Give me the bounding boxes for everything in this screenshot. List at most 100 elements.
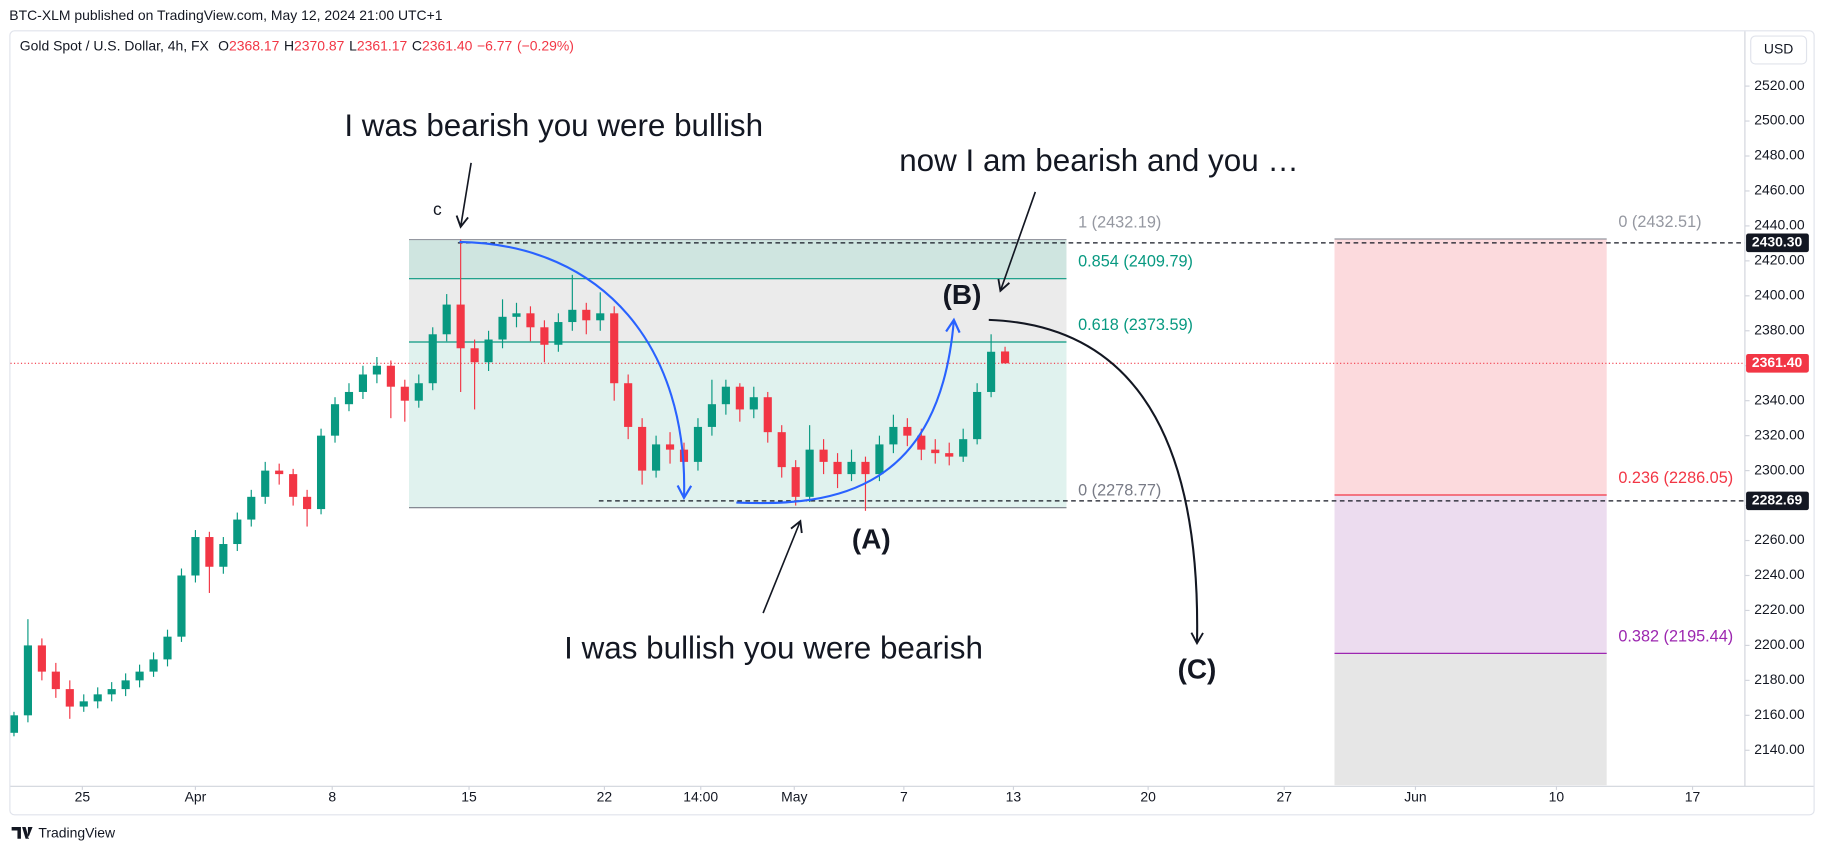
y-tick-label: 2220.00: [1754, 601, 1805, 617]
candle-body: [931, 449, 940, 454]
candle-body: [861, 461, 870, 475]
candle-body: [624, 383, 633, 427]
curve-arrow: [459, 240, 693, 501]
legend-item: C: [412, 37, 422, 53]
candle-body: [275, 470, 284, 475]
candle-body: [693, 426, 703, 462]
x-tick-label: 10: [1549, 789, 1565, 805]
y-tick-label: 2300.00: [1754, 461, 1805, 477]
fib-label: 0 (2432.51): [1618, 213, 1701, 231]
x-tick-label: May: [781, 789, 807, 805]
y-tick-label: 2240.00: [1754, 566, 1805, 582]
candle-body: [386, 365, 395, 387]
legend-item: 2361.17: [357, 37, 408, 53]
candle-body: [191, 537, 200, 576]
fib-label: 0.854 (2409.79): [1078, 253, 1193, 271]
x-tick-label: 14:00: [683, 789, 718, 805]
y-tick-label: 2200.00: [1754, 636, 1805, 652]
candle-body: [1000, 351, 1010, 364]
candle-body: [428, 334, 437, 384]
legend-item: 2370.87: [294, 37, 345, 53]
chart-labels: 2140.00 2160.00 2180.00 2200.00 2220.00 2240.…: [75, 77, 1809, 805]
y-tick-label: 2480.00: [1754, 147, 1805, 163]
arrow: [762, 519, 803, 614]
candle-body: [93, 694, 102, 702]
candle-body: [791, 467, 800, 497]
x-tick-label: 17: [1685, 789, 1701, 805]
candle-body: [721, 386, 730, 405]
candle-body: [303, 496, 312, 510]
fib-label: 0.236 (2286.05): [1618, 469, 1733, 487]
fib-label: 0 (2278.77): [1078, 482, 1161, 500]
x-tick-label: 8: [328, 789, 336, 805]
y-tick-label: 2340.00: [1754, 391, 1805, 407]
arrow: [997, 191, 1037, 293]
wave-label: (C): [1178, 654, 1217, 685]
candle-body: [819, 449, 828, 462]
x-tick-label: 15: [461, 789, 477, 805]
curve-arrow: [988, 318, 1204, 646]
y-tick-label: 2420.00: [1754, 252, 1805, 268]
candle-body: [554, 322, 563, 345]
legend-item: 2368.17: [229, 37, 280, 53]
x-tick-label: 13: [1006, 789, 1022, 805]
price-label: 2430.30: [1752, 234, 1803, 250]
candle-body: [233, 519, 242, 545]
x-tick-label: 7: [900, 789, 908, 805]
legend-item: O: [218, 37, 229, 53]
candle-body: [805, 449, 814, 497]
currency[interactable]: USD: [1764, 41, 1793, 57]
candle-body: [987, 351, 996, 392]
y-tick-label: 2400.00: [1754, 287, 1805, 303]
candle-body: [23, 645, 32, 716]
y-tick-label: 2460.00: [1754, 182, 1805, 198]
price-label: 2282.69: [1752, 492, 1803, 508]
candle-body: [707, 404, 716, 427]
fib-zone: [1334, 239, 1607, 496]
candle-body: [65, 689, 74, 707]
candle-body: [177, 575, 186, 637]
y-tick-label: 2380.00: [1754, 321, 1805, 337]
candle-body: [679, 449, 689, 462]
candle-body: [568, 309, 577, 323]
annotation: now I am bearish and you …: [899, 143, 1299, 178]
x-tick-label: Apr: [185, 789, 207, 805]
candle-body: [665, 444, 675, 450]
x-tick-label: 25: [75, 789, 91, 805]
publisher: BTC-XLM published on TradingView.com, Ma…: [9, 7, 442, 23]
fib-label: 0.382 (2195.44): [1618, 627, 1733, 645]
fib-zone: [1334, 495, 1607, 654]
candle-body: [456, 304, 465, 349]
candle-body: [945, 453, 954, 457]
candle-body: [763, 397, 772, 433]
candle-body: [470, 348, 479, 363]
annotation: I was bullish you were bearish: [564, 631, 983, 666]
currency-button[interactable]: [1750, 35, 1808, 65]
candle-body: [163, 636, 172, 660]
legend-item: 2361.40: [422, 37, 473, 53]
candle-body: [749, 397, 758, 410]
candle-body: [205, 537, 214, 567]
candle-body: [638, 426, 647, 471]
candles: [9, 239, 1010, 737]
candle-body: [735, 386, 744, 410]
candle-body: [414, 383, 423, 401]
candle-body: [652, 444, 661, 471]
candle-body: [289, 474, 298, 497]
candle-body: [37, 645, 46, 672]
candle-body: [526, 313, 535, 328]
fib-fills: [409, 239, 1607, 786]
candle-body: [498, 316, 507, 340]
candle-body: [973, 391, 982, 440]
y-tick-label: 2500.00: [1754, 112, 1805, 128]
candle-body: [9, 715, 19, 733]
x-tick-label: 20: [1140, 789, 1156, 805]
candle-body: [400, 386, 409, 401]
chart-frame: [9, 30, 1815, 816]
y-tick-label: 2260.00: [1754, 531, 1805, 547]
candle-body: [442, 304, 451, 335]
candle-body: [833, 461, 842, 475]
candle-body: [149, 659, 158, 672]
y-tick-label: 2140.00: [1754, 741, 1805, 757]
